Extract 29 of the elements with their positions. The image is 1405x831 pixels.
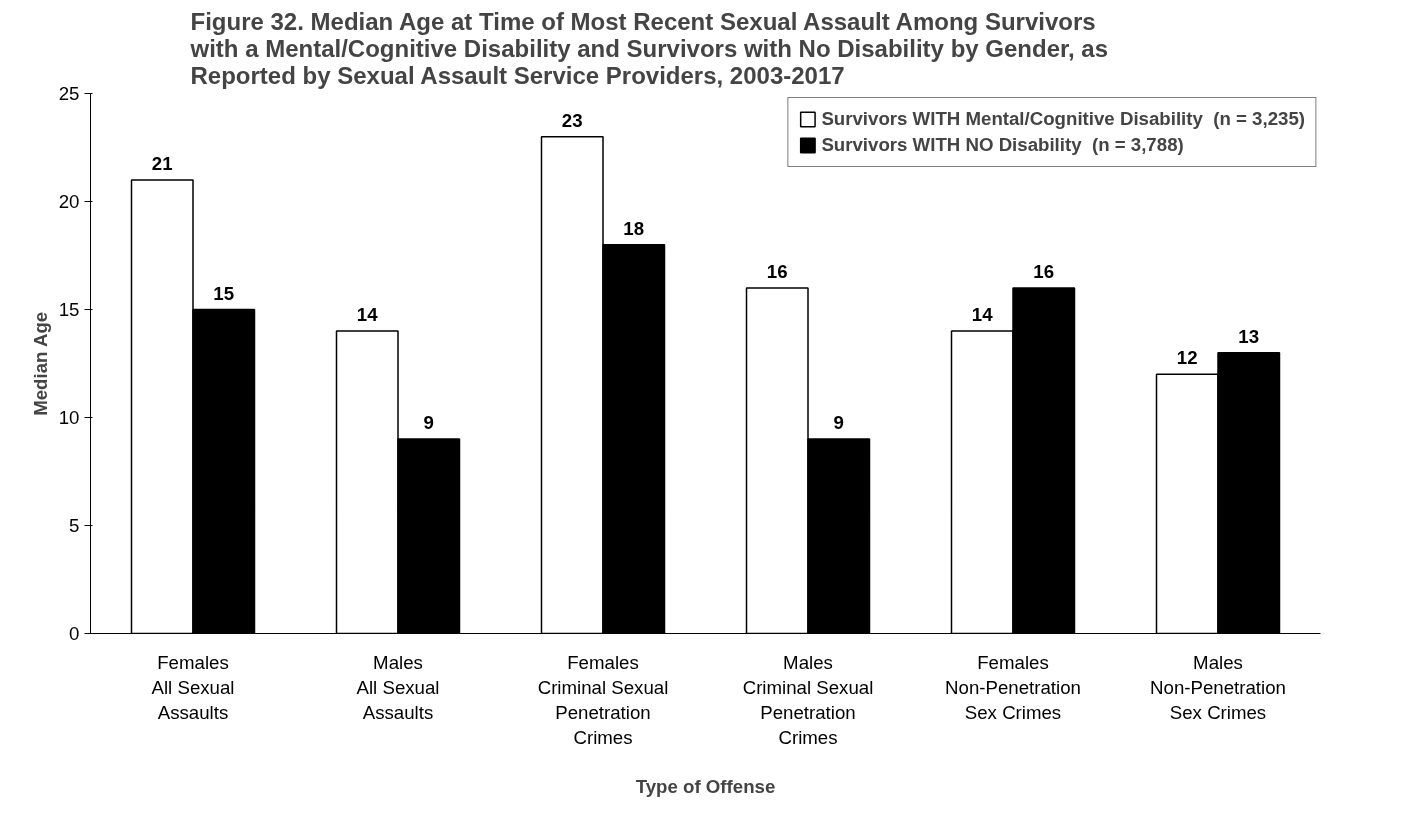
- data-label: 15: [213, 282, 235, 304]
- x-tick-label: Females Non-Penetration Sex Crimes: [945, 651, 1081, 723]
- data-label: 9: [423, 412, 434, 434]
- x-tick-label: Males Criminal Sexual Penetration Crimes: [742, 651, 874, 749]
- x-axis-title: Type of Offense: [635, 776, 776, 798]
- data-label: 14: [356, 304, 379, 326]
- chart-title: Figure 32. Median Age at Time of Most Recent Sexual Assault Among Survivors with a Mental/Cognitive Disability and Survivors with No Disability by Gender, as Reported by Sexual Assault Service Providers, 2003-2017: [189, 7, 1109, 89]
- y-tick-label: 10: [58, 407, 80, 428]
- y-tick-label: 5: [69, 515, 80, 536]
- y-tick-label: 15: [58, 299, 80, 320]
- x-tick-label: Males Non-Penetration Sex Crimes: [1150, 651, 1286, 723]
- x-tick-label: Females All Sexual Assaults: [151, 651, 235, 723]
- y-tick-label: 20: [58, 191, 80, 212]
- data-label: 12: [1176, 347, 1198, 369]
- data-label: 21: [151, 152, 173, 174]
- data-label: 14: [971, 304, 994, 326]
- legend-label: Survivors WITH Mental/Cognitive Disability (n = 3,235): [821, 108, 1305, 130]
- data-label: 23: [561, 109, 583, 131]
- legend-label: Survivors WITH NO Disability (n = 3,788): [821, 134, 1184, 156]
- x-tick-label: Males All Sexual Assaults: [356, 651, 440, 723]
- data-label: 9: [833, 412, 844, 434]
- y-axis-title: Median Age: [29, 311, 51, 416]
- data-label: 18: [623, 217, 645, 239]
- y-tick-label: 0: [69, 623, 80, 644]
- data-label: 16: [1033, 260, 1055, 282]
- data-label: 13: [1238, 325, 1260, 347]
- y-tick-label: 25: [58, 83, 80, 104]
- data-label: 16: [766, 260, 788, 282]
- x-tick-label: Females Criminal Sexual Penetration Crimes: [537, 651, 669, 749]
